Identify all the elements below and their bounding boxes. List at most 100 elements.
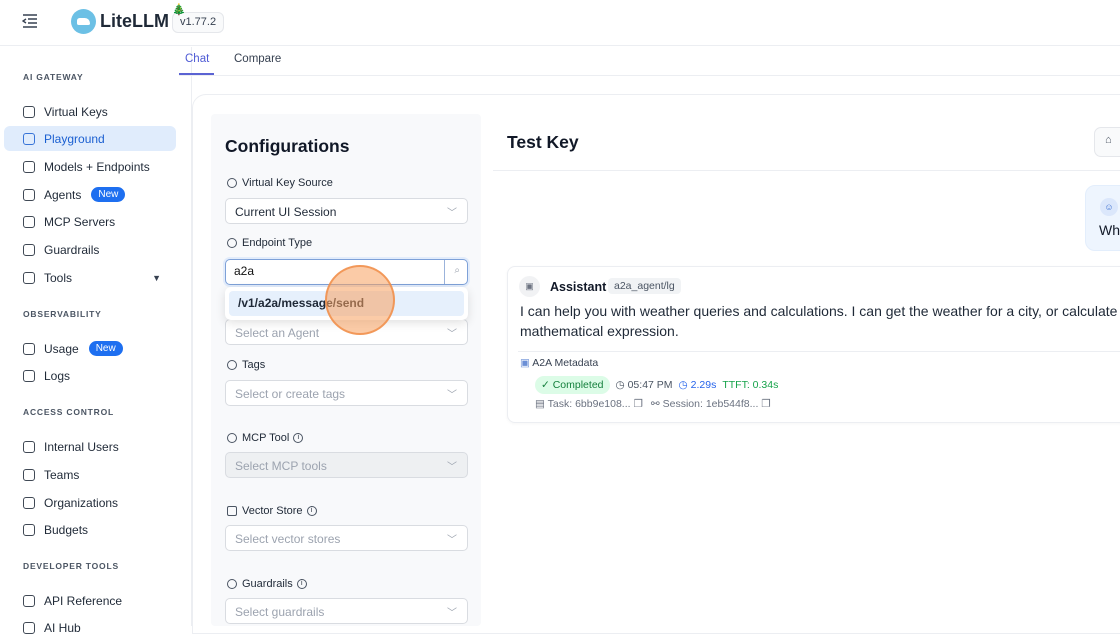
select-placeholder: Select MCP tools: [235, 459, 327, 473]
label-text: Endpoint Type: [242, 237, 313, 249]
sidebar-item-label: Teams: [44, 467, 80, 482]
key-icon: [227, 178, 237, 188]
session-text: Session: 1eb544f8...: [662, 398, 759, 410]
sidebar-section-title: AI GATEWAY: [23, 72, 84, 82]
tab-compare[interactable]: Compare: [234, 53, 282, 65]
link-icon: [227, 238, 237, 248]
label-text: Guardrails: [242, 578, 293, 590]
time-text: 05:47 PM: [627, 379, 673, 391]
user-message-text: Wh: [1099, 222, 1120, 238]
task-text: Task: 6bb9e108...: [547, 398, 631, 410]
sidebar-item-internal-users[interactable]: Internal Users: [4, 434, 176, 459]
sidebar-item-label: Models + Endpoints: [44, 159, 150, 174]
new-badge: New: [91, 187, 126, 202]
endpoint-type-input[interactable]: a2a: [226, 260, 445, 284]
sidebar-item-label: Agents: [44, 187, 82, 202]
chevron-down-icon[interactable]: ▼: [152, 272, 161, 283]
assistant-name: Assistant: [550, 280, 607, 294]
vector-store-select[interactable]: Select vector stores ﹀: [225, 525, 468, 551]
sidebar-item-ai-hub[interactable]: AI Hub: [4, 615, 176, 640]
tag-icon: [227, 360, 237, 370]
nav-icon: [23, 369, 35, 382]
nav-icon: [23, 243, 35, 256]
guardrails-select[interactable]: Select guardrails ﹀: [225, 598, 468, 624]
select-value: Current UI Session: [235, 205, 337, 219]
ttft: TTFT: 0.34s: [722, 379, 779, 391]
info-icon[interactable]: i: [293, 433, 304, 443]
version-badge: v1.77.2: [172, 12, 225, 33]
sidebar-item-tools[interactable]: Tools ▼: [4, 265, 176, 290]
select-placeholder: Select an Agent: [235, 326, 320, 340]
collapse-sidebar-icon[interactable]: [22, 14, 38, 28]
metadata-title: A2A Metadata: [532, 357, 599, 369]
copy-icon[interactable]: ❐: [633, 398, 643, 410]
timestamp: ◷ 05:47 PM: [616, 379, 673, 391]
sidebar-item-virtual-keys[interactable]: Virtual Keys: [4, 99, 176, 124]
nav-icon: [23, 342, 35, 355]
session-id: ⚯ Session: 1eb544f8... ❐: [651, 398, 771, 410]
select-placeholder: Select vector stores: [235, 532, 341, 546]
top-header: LiteLLM v1.77.2 🎄: [0, 0, 1120, 46]
chat-header-divider: [493, 170, 1120, 171]
sidebar-item-label: AI Hub: [44, 620, 81, 635]
sidebar-item-models-endpoints[interactable]: Models + Endpoints: [4, 154, 176, 179]
sidebar-item-teams[interactable]: Teams: [4, 462, 176, 487]
virtual-key-source-label: Virtual Key Source: [227, 177, 333, 189]
nav-icon: [23, 160, 35, 173]
select-placeholder: Select guardrails: [235, 605, 325, 619]
file-icon: ▤: [535, 398, 548, 410]
sidebar-item-label: Usage: [44, 341, 79, 356]
tab-chat[interactable]: Chat: [185, 53, 210, 65]
sidebar-section-title: ACCESS CONTROL: [23, 407, 115, 417]
latency-text: 2.29s: [690, 379, 717, 391]
clear-chat-button[interactable]: ⌂: [1094, 127, 1120, 157]
tags-select[interactable]: Select or create tags ﹀: [225, 380, 468, 406]
guardrails-label: Guardrails i: [227, 578, 307, 590]
sidebar-item-agents[interactable]: Agents New: [4, 182, 176, 207]
sidebar-item-label: Budgets: [44, 522, 89, 537]
nav-icon: [23, 621, 35, 634]
nav-icon: [23, 105, 35, 118]
sidebar-item-label: MCP Servers: [44, 214, 116, 229]
configurations-title: Configurations: [225, 136, 350, 156]
sidebar-section-title: DEVELOPER TOOLS: [23, 561, 119, 571]
sidebar-item-budgets[interactable]: Budgets: [4, 517, 176, 542]
nav-icon: [23, 594, 35, 607]
info-icon[interactable]: i: [306, 506, 317, 516]
assistant-message-card: [507, 266, 1120, 423]
label-text: Tags: [242, 359, 266, 371]
status-badge: ✓ Completed: [535, 376, 610, 394]
sidebar-item-mcp-servers[interactable]: MCP Servers: [4, 209, 176, 234]
sidebar-item-api-reference[interactable]: API Reference: [4, 588, 176, 613]
nav-icon: [23, 496, 35, 509]
sidebar-item-usage[interactable]: Usage New: [4, 336, 176, 361]
broom-icon: ⌂: [1105, 134, 1112, 146]
sidebar-item-guardrails[interactable]: Guardrails: [4, 237, 176, 262]
litellm-logo: [71, 9, 96, 34]
sidebar-item-playground[interactable]: Playground: [4, 126, 176, 151]
sidebar-item-label: Playground: [44, 131, 105, 146]
link-icon: ⚯: [650, 398, 663, 410]
robot-icon: ▣: [519, 276, 540, 297]
endpoint-type-label: Endpoint Type: [227, 237, 312, 249]
chevron-down-icon: ﹀: [447, 329, 457, 340]
info-icon[interactable]: i: [296, 579, 307, 589]
nav-icon: [23, 188, 35, 201]
nav-icon: [23, 271, 35, 284]
nav-icon: [23, 132, 35, 145]
label-text: Vector Store: [242, 505, 303, 517]
virtual-key-source-select[interactable]: Current UI Session ﹀: [225, 198, 468, 224]
select-placeholder: Select or create tags: [235, 387, 346, 401]
chat-title: Test Key: [507, 132, 579, 152]
chevron-down-icon: ﹀: [447, 535, 457, 546]
mcp-tool-select[interactable]: Select MCP tools ﹀: [225, 452, 468, 478]
sidebar-item-organizations[interactable]: Organizations: [4, 490, 176, 515]
copy-icon[interactable]: ❐: [761, 398, 771, 410]
sidebar-item-label: Virtual Keys: [44, 104, 108, 119]
label-text: Virtual Key Source: [242, 177, 333, 189]
search-icon[interactable]: ⌕: [454, 265, 460, 276]
task-id: ▤ Task: 6bb9e108... ❐: [535, 398, 643, 410]
sidebar-item-label: Organizations: [44, 495, 119, 510]
sidebar: [0, 47, 192, 626]
sidebar-item-logs[interactable]: Logs: [4, 363, 176, 388]
